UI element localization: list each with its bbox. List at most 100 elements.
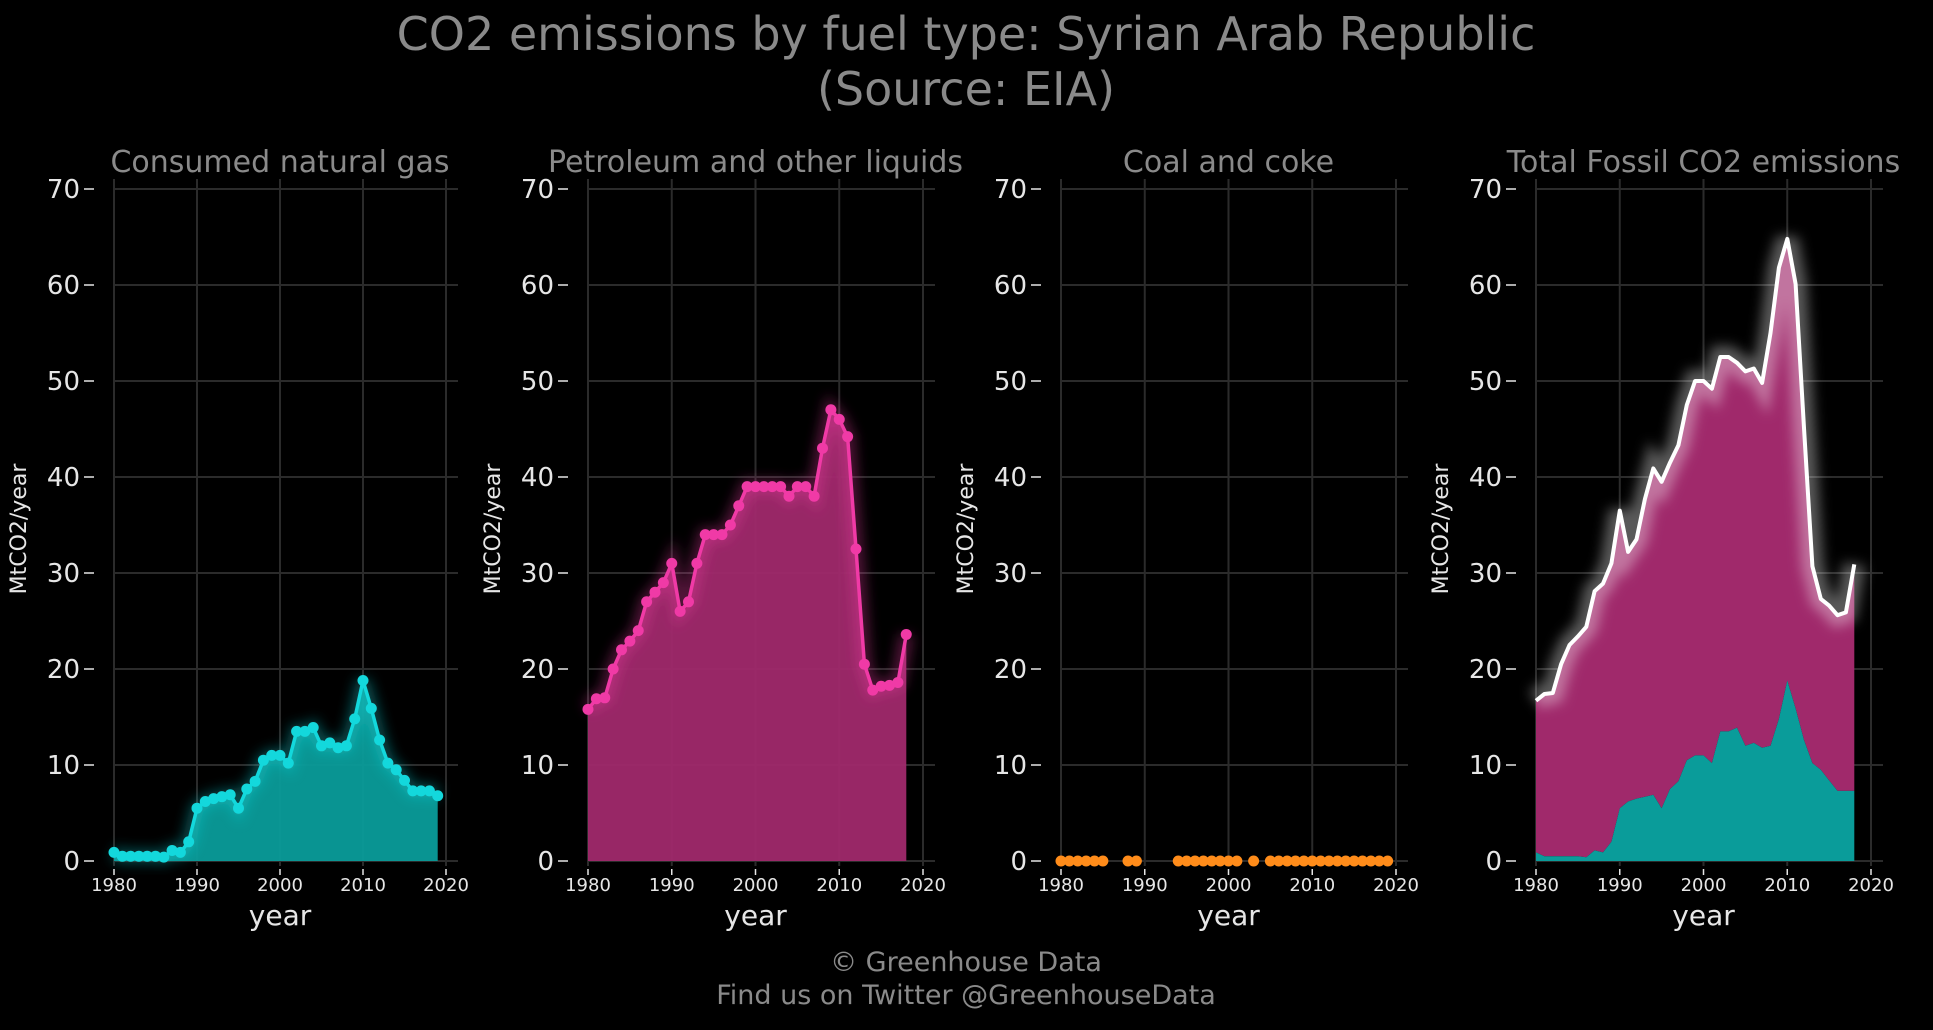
data-point xyxy=(150,850,161,862)
data-point xyxy=(349,713,361,725)
data-point xyxy=(133,850,145,862)
x-tick-label: 1980 xyxy=(565,875,611,896)
x-axis-label: year xyxy=(724,899,787,932)
data-point xyxy=(641,596,653,608)
x-tick-label: 2010 xyxy=(1289,875,1335,896)
data-point xyxy=(1323,855,1335,867)
x-tick-label: 2000 xyxy=(257,875,303,896)
data-point xyxy=(1290,855,1301,867)
panel-title: Total Fossil CO2 emissions xyxy=(1506,145,1900,180)
data-point xyxy=(166,844,178,856)
data-point xyxy=(1063,855,1075,867)
panel-title: Petroleum and other liquids xyxy=(548,145,963,180)
y-tick-label: 70 xyxy=(521,175,554,205)
chart-panel-1: 0 10 20 30 40 50 60 70 1980 1990 2000 2010 2020 Consu… xyxy=(7,145,469,932)
x-tick-label: 2010 xyxy=(340,875,386,896)
data-point xyxy=(191,802,203,814)
footer-copyright: © Greenhouse Data xyxy=(830,947,1102,978)
series-area xyxy=(588,409,907,861)
data-point xyxy=(766,481,778,493)
y-tick-label: 0 xyxy=(63,847,80,877)
data-point xyxy=(624,635,636,647)
y-tick-label: 20 xyxy=(47,655,80,685)
y-tick-label: 30 xyxy=(47,559,80,589)
data-point xyxy=(374,734,386,746)
panel-title: Consumed natural gas xyxy=(110,145,449,180)
data-point xyxy=(674,605,686,617)
data-point xyxy=(850,543,862,555)
data-point xyxy=(616,644,627,656)
x-tick-label: 1980 xyxy=(1513,875,1559,896)
data-point xyxy=(632,625,644,637)
data-point xyxy=(299,725,311,737)
figure-title-line2: (Source: EIA) xyxy=(817,62,1115,116)
data-point xyxy=(1097,855,1109,867)
data-point xyxy=(249,775,261,787)
data-point xyxy=(1382,855,1394,867)
x-tick-label: 2020 xyxy=(423,875,469,896)
data-point xyxy=(666,557,678,569)
data-point xyxy=(1365,855,1377,867)
data-point xyxy=(750,481,761,493)
data-point xyxy=(758,481,770,493)
data-point xyxy=(1231,855,1243,867)
data-point xyxy=(1055,855,1067,867)
natural-gas-area xyxy=(1536,680,1855,861)
data-point xyxy=(791,481,803,493)
data-point xyxy=(1331,855,1343,867)
data-point xyxy=(817,442,828,454)
x-tick-label: 2000 xyxy=(733,875,779,896)
data-point xyxy=(316,740,327,752)
data-point xyxy=(884,679,895,691)
data-point xyxy=(324,737,336,749)
data-point xyxy=(1373,855,1385,867)
data-point xyxy=(833,413,845,425)
data-point xyxy=(1348,855,1360,867)
y-tick-label: 60 xyxy=(1469,271,1502,301)
chart-panel-2: 0 10 20 30 40 50 60 70 1980 1990 2000 2010 2020 Petro… xyxy=(481,145,963,932)
total-line xyxy=(1534,236,1857,703)
data-point xyxy=(858,658,870,670)
data-point xyxy=(1189,855,1201,867)
data-point xyxy=(657,577,669,589)
chart-panel-4: 0 10 20 30 40 50 60 70 1980 1990 2000 2010 2020 Total… xyxy=(1429,145,1900,932)
data-point xyxy=(825,404,837,416)
x-tick-label: 1990 xyxy=(649,875,695,896)
data-point xyxy=(867,684,879,696)
data-point xyxy=(808,490,820,502)
data-point xyxy=(357,675,369,687)
data-point xyxy=(340,740,352,752)
data-point xyxy=(432,790,444,802)
data-point xyxy=(1306,855,1318,867)
y-tick-label: 10 xyxy=(47,751,80,781)
y-tick-label: 0 xyxy=(1010,847,1027,877)
x-axis-label: year xyxy=(1197,899,1260,932)
data-point xyxy=(382,757,394,769)
data-point xyxy=(141,850,153,862)
data-point xyxy=(683,596,694,608)
figure-title-line1: CO2 emissions by fuel type: Syrian Arab … xyxy=(397,7,1536,61)
data-point xyxy=(1273,855,1285,867)
data-point xyxy=(116,850,128,862)
y-axis-label: MtCO2/year xyxy=(481,463,506,595)
data-point xyxy=(216,791,228,803)
data-point xyxy=(415,785,427,797)
data-point xyxy=(1172,855,1184,867)
y-tick-label: 0 xyxy=(1485,847,1502,877)
data-point xyxy=(649,586,661,598)
y-tick-label: 10 xyxy=(994,751,1027,781)
data-point xyxy=(1340,855,1352,867)
data-point xyxy=(1248,855,1260,867)
data-point xyxy=(183,836,195,848)
y-tick-label: 40 xyxy=(994,463,1027,493)
data-point xyxy=(407,785,419,797)
y-tick-label: 50 xyxy=(521,367,554,397)
data-point xyxy=(1298,855,1310,867)
data-point xyxy=(1197,855,1209,867)
data-point xyxy=(1214,855,1226,867)
y-tick-label: 50 xyxy=(994,367,1027,397)
data-point xyxy=(291,725,303,737)
data-point xyxy=(108,846,120,858)
data-point xyxy=(423,785,435,797)
data-point xyxy=(607,663,619,675)
